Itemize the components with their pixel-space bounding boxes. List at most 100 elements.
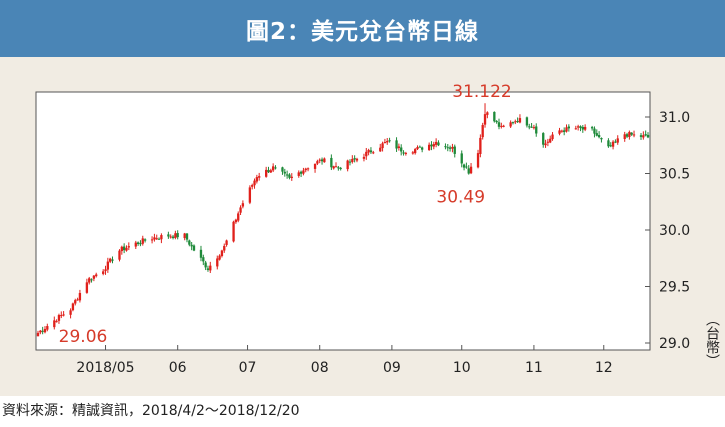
candle-body: [281, 167, 284, 172]
x-tick-label: 06: [169, 360, 187, 376]
candle-body: [185, 233, 189, 240]
candle-body: [199, 249, 203, 258]
candle-body: [60, 315, 63, 317]
candle-body: [320, 159, 324, 162]
candle-body: [351, 158, 354, 163]
candle-body: [609, 145, 612, 147]
candle-body: [590, 127, 594, 129]
candle-body: [143, 239, 147, 241]
candle-body: [497, 122, 501, 127]
y-axis: 29.0 29.5 30.0 30.5 31.0: [645, 110, 690, 352]
candle-body: [444, 146, 447, 148]
candles-group: [36, 103, 650, 337]
candle-body: [239, 207, 242, 213]
candle-body: [581, 126, 584, 130]
candle-body: [367, 149, 370, 153]
candle-body: [111, 259, 114, 261]
candle-body: [78, 292, 82, 301]
candle-body: [383, 142, 387, 144]
candle-body: [469, 166, 473, 174]
x-tick-label: 12: [595, 360, 613, 376]
value-annotation: 30.49: [436, 188, 485, 208]
candle-body: [614, 141, 617, 143]
candle-body: [255, 177, 259, 182]
candle-body: [372, 152, 375, 154]
candle-body: [237, 213, 240, 221]
candle-body: [632, 134, 636, 136]
candle-body: [302, 170, 305, 174]
candle-body: [171, 236, 175, 239]
candle-body: [288, 174, 291, 178]
candle-body: [395, 140, 398, 149]
candle-body: [418, 146, 421, 148]
candle-body: [381, 143, 384, 149]
candle-body: [597, 134, 601, 138]
candle-body: [334, 166, 338, 168]
candle-body: [516, 120, 519, 122]
candle-body: [248, 187, 252, 203]
candle-body: [41, 330, 44, 332]
candle-body: [551, 134, 554, 140]
candle-body: [404, 152, 408, 154]
candle-body: [348, 161, 352, 163]
candle-body: [486, 112, 489, 115]
candle-body: [362, 156, 366, 159]
candle-body: [535, 126, 538, 134]
candle-body: [646, 134, 650, 138]
candle-body: [271, 166, 275, 171]
candle-body: [318, 159, 321, 161]
candle-body: [434, 141, 438, 145]
candle-body: [448, 147, 452, 149]
candle-body: [416, 147, 419, 150]
candle-body: [337, 167, 340, 169]
candle-body: [136, 242, 140, 244]
candle-body: [330, 157, 333, 168]
candle-body: [90, 279, 93, 281]
candle-body: [62, 314, 65, 316]
candle-body: [316, 161, 319, 164]
candle-body: [420, 147, 424, 150]
candle-body: [514, 121, 517, 123]
candle-body: [600, 138, 603, 140]
candle-body: [446, 147, 449, 149]
candle-body: [616, 138, 619, 143]
candle-body: [574, 128, 577, 130]
candle-body: [95, 274, 98, 277]
candle-body: [495, 121, 498, 123]
candle-body: [332, 166, 335, 169]
candle-body: [481, 125, 484, 138]
candle-body: [558, 130, 561, 134]
candle-body: [563, 130, 566, 133]
candle-body: [465, 166, 468, 168]
candle-body: [483, 114, 487, 125]
candle-body: [150, 239, 154, 241]
candle-body: [39, 330, 42, 333]
candle-body: [528, 126, 531, 128]
chart-figure: 圖2：美元兌台幣日線 29.0 29.5 30.0 30.5 31.0 2018/05 0…: [0, 0, 725, 396]
candle-body: [188, 240, 191, 245]
candle-body: [355, 158, 359, 161]
candle-body: [511, 122, 515, 124]
candle-body: [460, 153, 463, 164]
x-tick-label: 11: [525, 360, 543, 376]
candle-body: [560, 130, 564, 132]
candle-body: [204, 262, 207, 268]
candle-body: [462, 164, 466, 168]
candle-body: [379, 147, 382, 152]
candle-body: [118, 250, 121, 260]
candle-body: [369, 150, 373, 153]
candle-body: [595, 133, 598, 136]
candle-body: [141, 238, 144, 244]
x-tick-label: 09: [383, 360, 401, 376]
candle-body: [160, 235, 163, 240]
candle-body: [451, 146, 454, 149]
candle-body: [218, 255, 221, 260]
candle-body: [167, 234, 170, 237]
x-tick-label: 07: [239, 360, 257, 376]
candle-body: [283, 171, 286, 174]
candle-body: [232, 221, 235, 242]
candle-body: [125, 247, 128, 251]
candle-body: [76, 299, 79, 301]
candle-body: [579, 126, 582, 128]
candle-body: [437, 142, 440, 146]
